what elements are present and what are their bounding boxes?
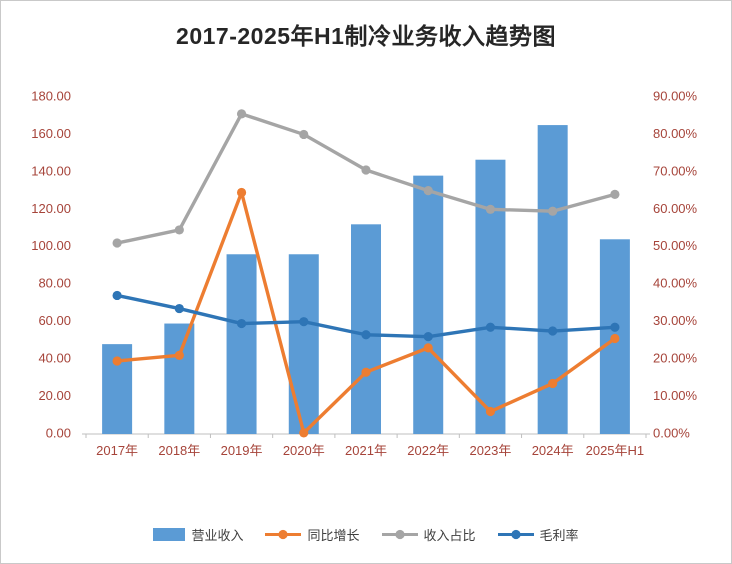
right-axis-tick-label: 80.00%	[653, 126, 698, 141]
line-marker	[423, 343, 433, 353]
line-marker	[361, 165, 371, 175]
left-axis-tick-label: 20.00	[38, 388, 71, 403]
x-axis-category-label: 2020年	[283, 443, 325, 458]
legend-bar-swatch-icon	[153, 528, 186, 541]
line-marker	[485, 406, 496, 417]
left-axis-tick-label: 180.00	[31, 88, 71, 103]
bar-2022年	[413, 175, 444, 434]
line-marker	[610, 333, 620, 344]
right-axis-tick-label: 10.00%	[653, 388, 698, 403]
x-axis-category-label: 2017年	[96, 443, 138, 458]
left-axis-tick-label: 80.00	[38, 276, 71, 291]
line-marker	[548, 206, 558, 216]
x-axis-category-label: 2023年	[469, 443, 511, 458]
legend-item: 同比增长	[265, 525, 360, 544]
line-marker	[423, 332, 433, 342]
line-marker	[174, 303, 184, 314]
left-axis-tick-label: 60.00	[38, 313, 71, 328]
legend-line-swatch-icon	[381, 529, 418, 540]
right-axis-tick-label: 90.00%	[653, 88, 698, 103]
bar-2023年	[475, 159, 506, 434]
chart-plot-area: 0.00 20.00 40.00 60.00 80.00 100.00 120.00 140.…	[31, 88, 698, 458]
chart-legend: 营业收入 同比增长 收入占比 毛利率	[1, 525, 731, 544]
legend-line-swatch-icon	[265, 529, 302, 540]
line-marker	[236, 109, 247, 119]
line-marker	[423, 186, 433, 196]
line-marker	[548, 326, 558, 336]
right-axis-tick-label: 70.00%	[653, 163, 698, 178]
bar-2020年	[288, 254, 319, 434]
line-marker	[299, 428, 309, 438]
line-marker	[112, 290, 122, 301]
legend-label: 毛利率	[539, 528, 579, 543]
chart-title: 2017-2025年H1制冷业务收入趋势图	[176, 23, 556, 49]
right-axis-tick-label: 50.00%	[653, 238, 698, 253]
left-axis-tick-label: 40.00	[38, 351, 71, 366]
left-axis-tick-label: 0.00	[46, 425, 71, 440]
x-axis-category-label: 2025年H1	[586, 443, 645, 458]
line-marker	[299, 129, 309, 140]
line-marker	[112, 356, 122, 366]
left-axis-tick-label: 160.00	[31, 126, 71, 141]
legend-item: 收入占比	[381, 525, 476, 544]
x-axis-category-label: 2022年	[407, 443, 449, 458]
line-marker	[236, 187, 247, 198]
left-axis-tick-label: 100.00	[31, 238, 71, 253]
legend-item: 毛利率	[497, 525, 579, 544]
right-axis-tick-label: 30.00%	[653, 313, 698, 328]
line-marker	[485, 204, 496, 214]
line-marker	[485, 322, 496, 332]
legend-label: 收入占比	[423, 528, 476, 543]
left-axis-tick-label: 120.00	[31, 201, 71, 216]
legend-label: 同比增长	[307, 528, 360, 543]
bar-2018年	[164, 323, 195, 434]
line-marker	[610, 322, 620, 332]
line-marker	[610, 189, 620, 199]
line-marker	[361, 330, 371, 340]
left-axis-tick-label: 140.00	[31, 163, 71, 178]
x-axis-category-label: 2018年	[158, 443, 200, 458]
line-marker	[174, 225, 184, 235]
bar-2019年	[226, 254, 257, 434]
x-axis-category-label: 2021年	[345, 443, 387, 458]
line-marker	[299, 317, 309, 327]
line-marker	[112, 238, 122, 248]
right-axis-tick-label: 40.00%	[653, 276, 698, 291]
right-axis-tick-label: 60.00%	[653, 201, 698, 216]
right-axis-tick-label: 0.00%	[653, 425, 690, 440]
legend-line-swatch-icon	[497, 529, 534, 540]
line-marker	[548, 378, 558, 389]
line-marker	[174, 350, 184, 360]
x-axis-category-label: 2024年	[532, 443, 574, 458]
bar-2021年	[351, 224, 381, 434]
line-marker	[236, 318, 247, 329]
line-marker	[361, 367, 371, 377]
x-axis-category-label: 2019年	[221, 443, 263, 458]
right-axis-tick-label: 20.00%	[653, 351, 698, 366]
legend-item: 营业收入	[153, 525, 243, 544]
legend-label: 营业收入	[191, 528, 244, 543]
